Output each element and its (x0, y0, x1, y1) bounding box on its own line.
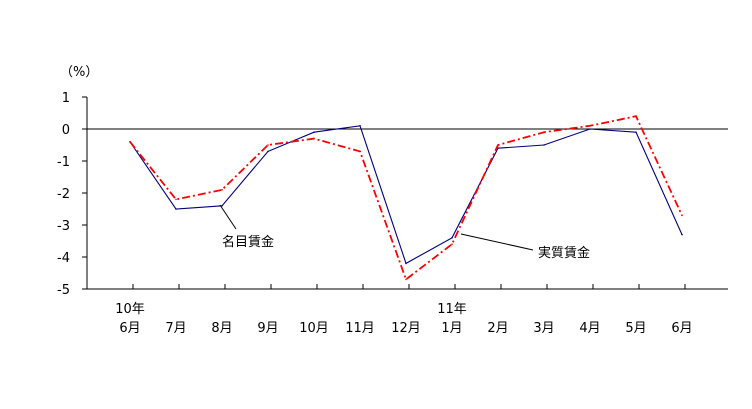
x-month-label: 3月 (533, 321, 554, 336)
data-point (543, 144, 545, 146)
y-tick-label: -5 (57, 283, 70, 298)
data-point (129, 141, 131, 143)
data-point (589, 125, 591, 127)
data-point (543, 131, 545, 133)
data-point (681, 233, 683, 236)
data-point (405, 278, 407, 281)
series-lines (129, 115, 683, 281)
y-tick-label: -3 (57, 219, 70, 234)
y-tick-label: -4 (57, 251, 70, 266)
y-tick-label: 0 (62, 123, 70, 138)
x-month-label: 6月 (119, 321, 140, 336)
data-point (451, 243, 453, 245)
plot-area (86, 97, 728, 290)
x-month-label: 2月 (487, 321, 508, 336)
x-month-label: 11月 (345, 321, 375, 336)
x-month-label: 1月 (441, 321, 462, 336)
data-point (175, 198, 177, 201)
x-month-label: 5月 (625, 321, 646, 336)
data-point (589, 128, 591, 130)
y-tick-label: 1 (62, 91, 70, 106)
callout-label-real: 実質賃金 (538, 245, 590, 261)
series-line-real (129, 115, 683, 281)
x-month-label: 7月 (165, 321, 186, 336)
x-year-label: 11年 (437, 302, 467, 317)
x-month-label: 6月 (671, 321, 692, 336)
data-point (221, 205, 223, 207)
data-point (359, 150, 361, 153)
callout-leader-nominal (219, 204, 237, 230)
callout-label-nominal: 名目賃金 (222, 234, 274, 250)
x-month-label: 10月 (299, 321, 329, 336)
data-point (635, 115, 637, 117)
data-point (267, 144, 269, 146)
data-point (267, 150, 269, 153)
data-point (175, 208, 177, 210)
data-point (451, 237, 453, 239)
series-callout-nominal: 名目賃金 (219, 204, 274, 250)
y-tick-label: -2 (57, 187, 70, 202)
y-tick-label: -1 (57, 155, 70, 170)
y-axis-unit-label: （%） (60, 65, 98, 80)
series-line-nominal (129, 125, 683, 265)
x-month-label: 9月 (257, 321, 278, 336)
x-month-label: 12月 (391, 321, 421, 336)
data-point (313, 131, 315, 133)
data-point (359, 125, 361, 127)
x-month-label: 8月 (211, 321, 232, 336)
data-point (497, 144, 499, 146)
data-point (313, 137, 315, 140)
x-year-label: 10年 (115, 302, 145, 317)
data-point (221, 189, 223, 191)
data-point (405, 262, 407, 265)
y-ticks: 1 0 -1 -2 -3 -4 -5 (57, 91, 87, 298)
callout-leader-real (460, 233, 534, 251)
data-point (635, 131, 637, 133)
series-callout-real: 実質賃金 (460, 233, 590, 261)
x-month-label: 4月 (579, 321, 600, 336)
x-ticks: 10年 6月 7月 8月 9月 10月 11月 12月 11年 1月 2月 3月 4月 5月 6月 (86, 284, 693, 336)
data-point (681, 214, 683, 217)
